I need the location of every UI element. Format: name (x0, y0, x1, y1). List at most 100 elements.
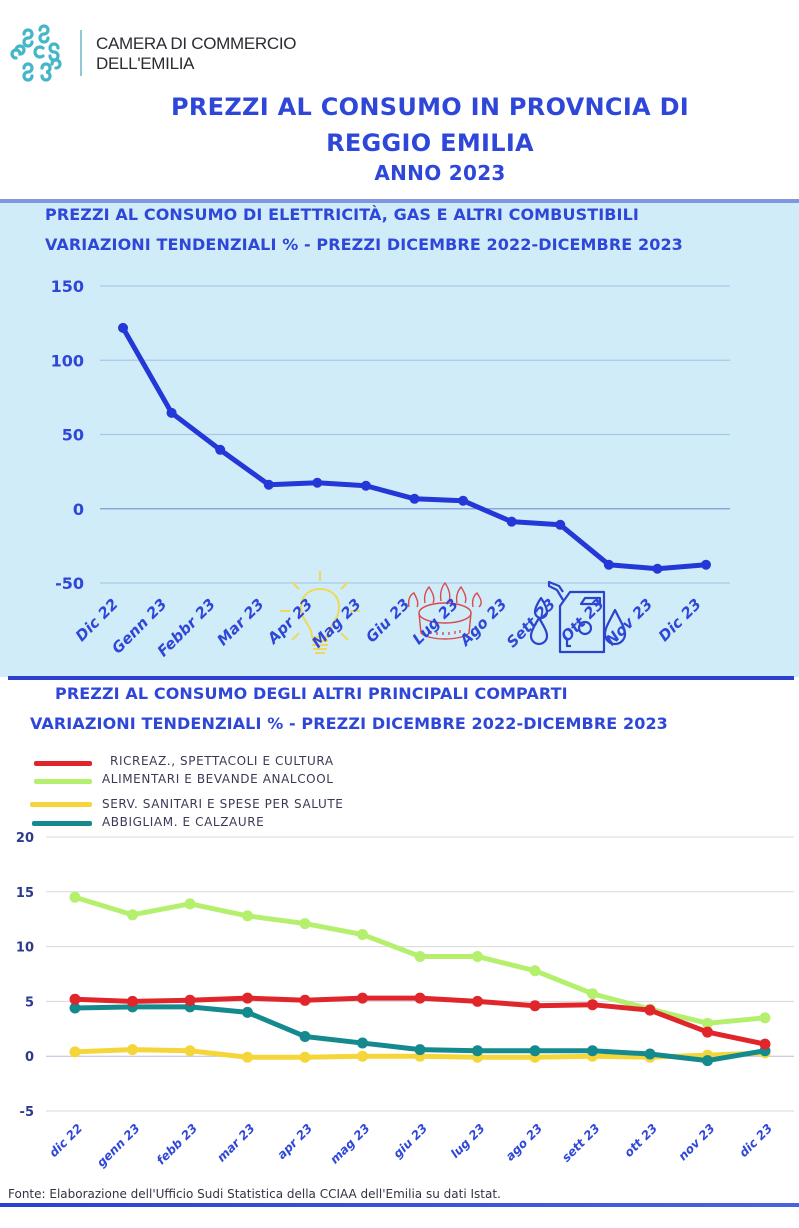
data-point (603, 559, 614, 570)
data-point (555, 519, 566, 530)
legend-label: RICREAZ., SPETTACOLI E CULTURA (110, 754, 334, 768)
data-point-abbigliam (357, 1037, 368, 1049)
page-title-line2: REGGIO EMILIA (326, 129, 534, 157)
org-name-line2: DELL'EMILIA (96, 54, 195, 73)
data-point-ricreaz (702, 1026, 713, 1038)
page-title-line1: PREZZI AL CONSUMO IN PROVNCIA DI (170, 93, 690, 121)
y-tick-label: -5 (20, 1105, 34, 1120)
x-tick-label: nov 23 (676, 1121, 718, 1163)
other-sectors-chart-title: PREZZI AL CONSUMO DEGLI ALTRI PRINCIPALI… (55, 684, 568, 703)
x-tick-label: Dic 23 (655, 595, 705, 645)
data-point-abbigliam (702, 1055, 713, 1067)
data-point-ricreaz (357, 992, 368, 1004)
data-point (458, 495, 469, 506)
x-tick-label: apr 23 (274, 1121, 315, 1162)
y-tick-label: 100 (51, 351, 84, 370)
y-tick-label: 50 (62, 426, 84, 445)
y-tick-label: 150 (51, 277, 84, 296)
data-point-alimentari (299, 918, 311, 930)
data-point-serv_sanitari (127, 1044, 138, 1056)
y-tick-label: 15 (16, 886, 34, 901)
x-tick-label: Mag 23 (308, 595, 364, 651)
data-point-abbigliam (529, 1045, 541, 1057)
other-sectors-line-chart: 20 15 10 5 0 -5 dic 22 genn 23 febb 23 mar 23 apr… (16, 831, 794, 1170)
fuel-canister-icon (529, 580, 627, 654)
legend-swatch (34, 779, 92, 784)
data-point (166, 407, 177, 418)
data-point (409, 493, 420, 504)
header: CAMERA DI COMMERCIO DELL'EMILIA (0, 0, 799, 95)
data-point-alimentari (127, 909, 138, 921)
logo-divider (80, 30, 82, 76)
data-point-alimentari (69, 891, 81, 903)
legend-label: ALIMENTARI E BEVANDE ANALCOOL (102, 772, 334, 786)
energy-chart-panel (0, 199, 799, 677)
y-tick-label: 10 (16, 941, 34, 956)
data-point-abbigliam (69, 1002, 81, 1014)
data-point-ricreaz (184, 994, 196, 1006)
x-tick-label: ago 23 (503, 1121, 545, 1163)
x-tick-label: mar 23 (214, 1121, 257, 1164)
x-tick-label: dic 23 (736, 1121, 775, 1160)
data-point (312, 477, 323, 488)
data-point-alimentari (587, 988, 598, 1000)
y-tick-label: 5 (25, 995, 34, 1010)
data-point (360, 480, 371, 491)
energy-chart-subtitle: VARIAZIONI TENDENZIALI % - PREZZI DICEMB… (45, 235, 683, 254)
data-point-alimentari (472, 950, 483, 962)
org-name-line1: CAMERA DI COMMERCIO (96, 34, 297, 53)
data-point (506, 516, 517, 527)
organization-name: CAMERA DI COMMERCIO DELL'EMILIA (96, 34, 297, 74)
data-point-alimentari (759, 1012, 771, 1024)
y-tick-label: 20 (16, 831, 34, 846)
data-point-ricreaz (242, 992, 253, 1004)
data-point-ricreaz (759, 1038, 771, 1050)
data-point-alimentari (414, 950, 426, 962)
bottom-rule (0, 1203, 799, 1207)
data-point-serv_sanitari (357, 1050, 368, 1062)
data-point-serv_sanitari (69, 1046, 81, 1058)
data-point-abbigliam (242, 1006, 253, 1018)
data-point-alimentari (184, 898, 196, 910)
data-point-alimentari (702, 1017, 713, 1029)
y-tick-label: -50 (55, 574, 84, 593)
legend-label: ABBIGLIAM. E CALZAURE (102, 815, 265, 829)
data-point (701, 559, 711, 570)
legend-swatch (30, 802, 92, 807)
data-point-abbigliam (644, 1048, 656, 1060)
data-point-abbigliam (587, 1045, 598, 1057)
x-tick-label: Nov 23 (602, 595, 656, 649)
data-point (263, 479, 274, 490)
data-point-serv_sanitari (299, 1051, 311, 1063)
y-tick-label: 0 (73, 500, 84, 519)
data-point-abbigliam (414, 1044, 426, 1056)
x-tick-label: febb 23 (154, 1121, 200, 1167)
data-point-alimentari (357, 929, 368, 941)
energy-series-line (120, 326, 707, 572)
data-point-alimentari (242, 910, 253, 922)
data-point-ricreaz (472, 995, 483, 1007)
legend-label: SERV. SANITARI E SPESE PER SALUTE (102, 797, 344, 811)
x-tick-label: Ago 23 (456, 595, 511, 650)
data-point-ricreaz (644, 1004, 656, 1016)
other-sectors-chart-subtitle: VARIAZIONI TENDENZIALI % - PREZZI DICEMB… (30, 714, 668, 733)
x-tick-label: giu 23 (390, 1121, 430, 1161)
legend-swatch (34, 761, 92, 766)
y-tick-label: 0 (25, 1050, 34, 1065)
x-tick-label: sett 23 (559, 1121, 603, 1165)
data-point-ricreaz (299, 994, 311, 1006)
data-point-serv_sanitari (242, 1051, 253, 1063)
data-point-abbigliam (472, 1045, 483, 1057)
x-tick-label: Giu 23 (362, 595, 413, 646)
x-tick-label: dic 22 (46, 1121, 85, 1160)
source-note: Fonte: Elaborazione dell'Ufficio Sudi St… (8, 1187, 501, 1201)
data-point-serv_sanitari (184, 1045, 196, 1057)
page-title-year: ANNO 2023 (374, 161, 506, 185)
section-divider (8, 676, 794, 680)
gas-burner-icon (407, 581, 482, 640)
legend-swatch (32, 821, 92, 826)
data-point-abbigliam (299, 1030, 311, 1042)
energy-chart-title: PREZZI AL CONSUMO DI ELETTRICITÀ, GAS E … (45, 205, 639, 224)
data-point-ricreaz (529, 1000, 541, 1012)
